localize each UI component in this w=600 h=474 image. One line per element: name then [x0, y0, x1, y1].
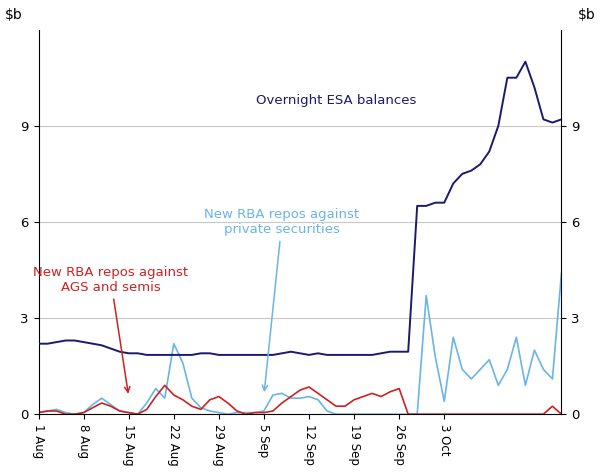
Text: $b: $b: [578, 8, 595, 22]
Text: $b: $b: [5, 8, 22, 22]
Text: Overnight ESA balances: Overnight ESA balances: [256, 94, 416, 107]
Text: New RBA repos against
AGS and semis: New RBA repos against AGS and semis: [33, 265, 188, 392]
Text: New RBA repos against
private securities: New RBA repos against private securities: [205, 208, 359, 391]
